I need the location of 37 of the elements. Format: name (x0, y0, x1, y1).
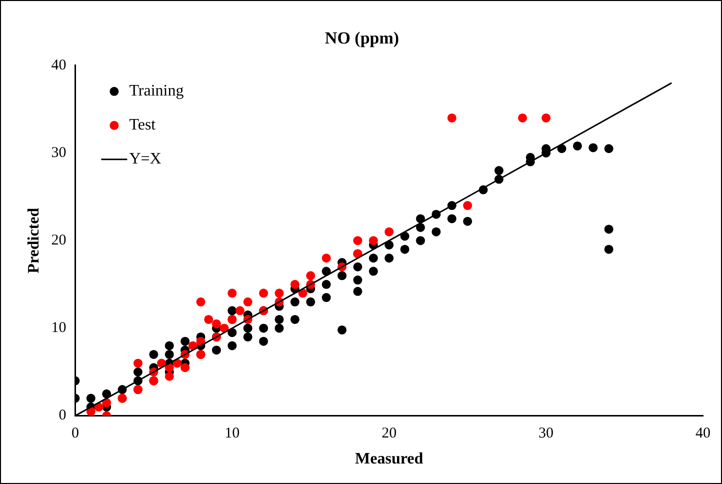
x-tick-label: 40 (696, 426, 710, 442)
legend-label: Test (129, 116, 156, 134)
y-axis-title: Predicted (26, 208, 43, 274)
y-tick-label: 0 (58, 408, 66, 424)
legend-label: Y=X (129, 150, 162, 168)
point (542, 113, 551, 122)
y-tick-label: 20 (51, 232, 66, 249)
x-tick-label: 30 (538, 426, 554, 442)
point (180, 363, 190, 372)
point (204, 314, 214, 324)
point (274, 288, 284, 298)
point (259, 288, 268, 298)
point (164, 372, 174, 381)
x-tick-label: 0 (71, 426, 79, 442)
point (368, 236, 378, 246)
point (133, 358, 142, 368)
point (290, 280, 300, 289)
point (228, 288, 237, 298)
point (447, 113, 456, 122)
point (322, 254, 331, 263)
legend-label: Training (129, 82, 184, 100)
x-tick-label: 10 (224, 426, 240, 442)
y-tick-label: 40 (51, 57, 66, 74)
y-tick-label: 10 (51, 320, 66, 336)
chart-title: NO (ppm) (324, 28, 400, 48)
point (384, 227, 394, 236)
point (212, 319, 221, 328)
point (243, 297, 252, 306)
point (306, 271, 316, 280)
x-axis-title: Measured (355, 450, 424, 468)
point (236, 306, 244, 316)
point (196, 297, 206, 306)
point (353, 236, 362, 246)
x-tick-label: 20 (382, 426, 397, 442)
y-tick-label: 30 (51, 144, 66, 161)
point (463, 201, 472, 210)
point (518, 113, 528, 122)
